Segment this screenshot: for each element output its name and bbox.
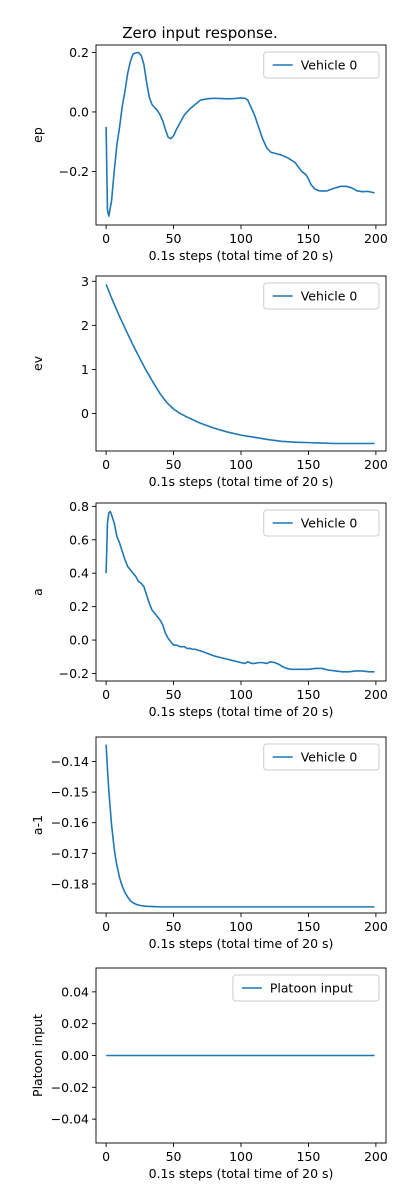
y-axis-label: Platoon input xyxy=(30,1014,45,1097)
y-tick-label: 0.2 xyxy=(69,599,89,614)
legend: Vehicle 0 xyxy=(263,282,380,310)
x-tick-label: 50 xyxy=(166,919,182,934)
series-line-2-1 xyxy=(105,284,375,445)
series-line-3-1 xyxy=(105,510,375,673)
y-tick-label: 0.2 xyxy=(69,45,89,60)
y-tick-label: 1 xyxy=(81,362,89,377)
x-tick-label: 0 xyxy=(102,687,110,702)
x-axis-label: 0.1s steps (total time of 20 s) xyxy=(149,704,334,719)
y-tick-label: −0.02 xyxy=(51,1080,89,1095)
legend: Vehicle 0 xyxy=(263,51,380,79)
chart-panels: 0 50 100 150 200−0.20.00.20.1s steps (total … xyxy=(30,44,388,1181)
x-axis-label: 0.1s steps (total time of 20 s) xyxy=(149,474,334,489)
y-tick-label: −0.04 xyxy=(51,1112,89,1127)
legend-entry: Vehicle 0 xyxy=(301,58,358,73)
y-axis-label: a-1 xyxy=(30,815,45,835)
legend-entry: Platoon input xyxy=(270,981,353,996)
y-tick-label: 0.4 xyxy=(69,566,89,581)
x-tick-label: 150 xyxy=(297,919,321,934)
x-tick-label: 200 xyxy=(364,1149,388,1164)
x-tick-label: 100 xyxy=(229,919,253,934)
x-axis-label: 0.1s steps (total time of 20 s) xyxy=(149,248,334,263)
y-tick-label: 0 xyxy=(81,406,89,421)
legend-box xyxy=(232,974,380,1002)
x-tick-label: 100 xyxy=(229,687,253,702)
y-tick-label: 0.04 xyxy=(61,984,89,999)
y-tick-label: 0.00 xyxy=(61,1048,89,1063)
y-tick-label: −0.2 xyxy=(59,666,89,681)
chart-panel-3: 0 50 100 150 200 −0.2 0.0 0.2 0.4 0.6 0.8 0.1s step… xyxy=(30,499,388,719)
x-tick-label: 150 xyxy=(297,1149,321,1164)
x-tick-label: 50 xyxy=(166,231,182,246)
y-tick-label: 0.0 xyxy=(69,104,89,119)
y-tick-label: −0.16 xyxy=(51,815,89,830)
y-axis-label: ev xyxy=(30,355,45,371)
y-tick-label: 0.02 xyxy=(61,1016,89,1031)
chart-panel-1: 0 50 100 150 200 −0.2 0.0 0.2 0.1s steps (total … xyxy=(30,44,388,263)
x-tick-label: 100 xyxy=(229,1149,253,1164)
legend-entry: Vehicle 0 xyxy=(301,750,358,765)
x-tick-label: 50 xyxy=(166,457,182,472)
y-tick-label: −0.14 xyxy=(51,754,89,769)
chart-panel-4: 0 50 100 150 200 −0.18 −0.17 −0.16 −0.15 −0.14 0.1… xyxy=(30,736,388,951)
y-tick-label: 0.8 xyxy=(69,499,89,514)
y-tick-label: 3 xyxy=(81,274,89,289)
x-tick-label: 150 xyxy=(297,457,321,472)
x-tick-label: 150 xyxy=(297,231,321,246)
x-tick-label: 200 xyxy=(364,687,388,702)
x-tick-label: 200 xyxy=(364,919,388,934)
legend: Vehicle 0 xyxy=(263,509,380,537)
x-tick-label: 150 xyxy=(297,687,321,702)
y-axis-label: a xyxy=(30,588,45,596)
x-axis-label: 0.1s steps (total time of 20 s) xyxy=(149,936,334,951)
figure-title: Zero input response. xyxy=(122,24,278,42)
legend-box xyxy=(263,51,380,79)
legend-box xyxy=(263,509,380,537)
x-tick-label: 200 xyxy=(364,231,388,246)
y-tick-label: 0.0 xyxy=(69,633,89,648)
x-axis-label: 0.1s steps (total time of 20 s) xyxy=(149,1166,334,1181)
x-tick-label: 0 xyxy=(102,231,110,246)
x-tick-label: 50 xyxy=(166,1149,182,1164)
x-tick-label: 100 xyxy=(229,457,253,472)
x-tick-label: 100 xyxy=(229,231,253,246)
series-line-1-1 xyxy=(105,51,375,217)
y-tick-label: −0.2 xyxy=(59,164,89,179)
y-tick-label: 2 xyxy=(81,318,89,333)
legend-entry: Vehicle 0 xyxy=(301,516,358,531)
y-axis-label: ep xyxy=(30,127,45,143)
x-tick-label: 0 xyxy=(102,1149,110,1164)
legend-box xyxy=(263,282,380,310)
legend-box xyxy=(263,743,380,771)
y-tick-label: −0.18 xyxy=(51,876,89,891)
x-tick-label: 50 xyxy=(166,687,182,702)
x-tick-label: 0 xyxy=(102,919,110,934)
x-tick-label: 200 xyxy=(364,457,388,472)
legend: Vehicle 0 xyxy=(263,743,380,771)
y-tick-label: −0.15 xyxy=(51,785,89,800)
chart-panel-5: 0 50 100 150 200 −0.04 −0.02 0.00 0.02 0.04 0.1s s… xyxy=(30,967,388,1181)
series-line-4-1 xyxy=(105,744,375,908)
legend: Platoon input xyxy=(232,974,380,1002)
y-tick-label: 0.6 xyxy=(69,532,89,547)
legend-entry: Vehicle 0 xyxy=(301,289,358,304)
chart-panel-2: 0 50 100 150 200 0 1 2 3 0.1s steps (total time o… xyxy=(30,274,388,489)
x-tick-label: 0 xyxy=(102,457,110,472)
y-tick-label: −0.17 xyxy=(51,846,89,861)
